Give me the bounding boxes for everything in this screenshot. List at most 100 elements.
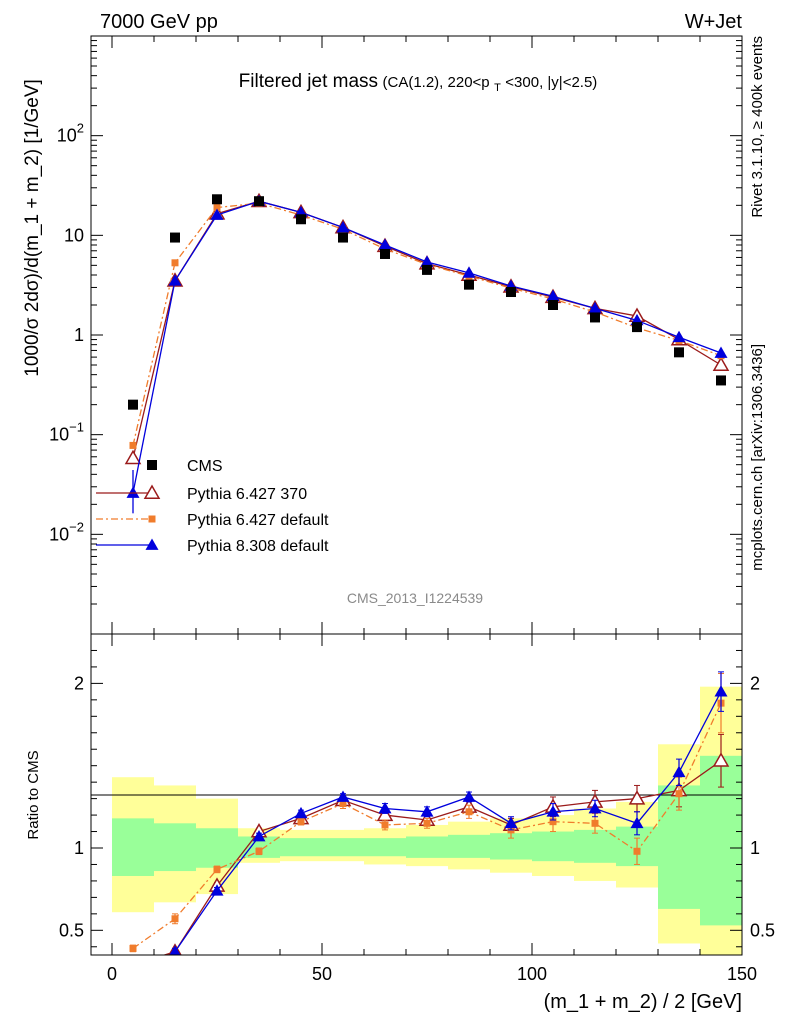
main-point bbox=[506, 287, 516, 298]
ratio-uncertainty-bands bbox=[112, 686, 742, 955]
x-tick-label: 0 bbox=[107, 964, 117, 984]
tick-exponent: 2 bbox=[77, 121, 84, 136]
legend-label: CMS bbox=[187, 458, 223, 475]
legend-marker bbox=[143, 484, 161, 499]
main-plot-ticks bbox=[91, 36, 743, 635]
ratio-point bbox=[169, 945, 181, 955]
ratio-plot-frame bbox=[90, 633, 743, 956]
x-tick-label: 150 bbox=[727, 964, 757, 984]
main-point bbox=[462, 266, 476, 278]
x-axis-label: (m_1 + m_2) / 2 [GeV] bbox=[544, 991, 742, 1013]
ratio-point bbox=[633, 847, 641, 855]
ratio-point bbox=[714, 685, 728, 697]
main-y-label: 1000/σ 2dσ)/d(m_1 + m_2) [1/GeV] bbox=[22, 79, 43, 377]
band-inner bbox=[112, 818, 154, 876]
main-point bbox=[716, 375, 726, 386]
main-point bbox=[170, 232, 180, 243]
ratio-point bbox=[210, 884, 224, 896]
tick-mantissa: 1 bbox=[74, 325, 84, 345]
ratio-point bbox=[294, 806, 308, 819]
ratio-point bbox=[420, 805, 434, 817]
main-plot-series bbox=[124, 192, 730, 514]
ratio-point bbox=[549, 818, 557, 826]
ratio-point bbox=[129, 944, 137, 952]
ratio-point bbox=[127, 985, 140, 996]
ratio-point bbox=[546, 805, 560, 817]
ratio-y-tick-label: 0.5 bbox=[59, 920, 84, 940]
band-inner bbox=[196, 828, 238, 868]
ratio-plot-series bbox=[126, 671, 730, 996]
header-left: 7000 GeV pp bbox=[100, 11, 218, 33]
tick-mantissa: 10 bbox=[64, 225, 84, 245]
ratio-point bbox=[630, 816, 644, 829]
ratio-point bbox=[126, 958, 140, 970]
band-inner bbox=[574, 829, 616, 863]
ratio-point bbox=[213, 865, 221, 873]
main-point bbox=[213, 204, 221, 212]
ratio-point bbox=[297, 818, 305, 826]
main-point bbox=[168, 274, 182, 286]
main-y-tick-label: 10 bbox=[64, 225, 84, 245]
tick-mantissa: 10 bbox=[49, 524, 69, 544]
main-point bbox=[672, 330, 686, 343]
ratio-point bbox=[675, 790, 683, 798]
main-point bbox=[378, 238, 392, 250]
legend-marker bbox=[145, 538, 159, 550]
main-title: Filtered jet mass (CA(1.2), 220<p T <300… bbox=[239, 71, 598, 94]
x-tick-label: 100 bbox=[517, 964, 547, 984]
ratio-plot: 0.5 0.5 1 1 2 2 0 50 100 150 Ratio to CMS (m_1 +… bbox=[25, 633, 775, 1013]
ratio-point bbox=[423, 819, 431, 827]
ratio-point bbox=[252, 829, 266, 842]
ratio-point bbox=[591, 819, 599, 827]
band-inner bbox=[238, 836, 280, 858]
main-point bbox=[336, 220, 350, 233]
tick-exponent: −2 bbox=[69, 519, 84, 534]
main-point bbox=[546, 289, 560, 302]
ratio-point bbox=[465, 808, 473, 816]
watermark: CMS_2013_I1224539 bbox=[347, 590, 483, 606]
main-point bbox=[674, 347, 684, 358]
main-point bbox=[712, 356, 730, 372]
main-point bbox=[464, 279, 474, 290]
ratio-point bbox=[336, 790, 350, 802]
main-point bbox=[632, 322, 642, 333]
band-inner bbox=[406, 836, 448, 858]
legend: CMS Pythia 6.427 370 Pythia 6.427 default P… bbox=[96, 458, 329, 555]
ratio-y-tick-labels: 0.5 0.5 1 1 2 2 bbox=[59, 673, 775, 940]
main-point bbox=[590, 312, 600, 323]
ratio-point bbox=[171, 915, 179, 923]
band-inner bbox=[322, 838, 364, 857]
main-point bbox=[171, 259, 179, 267]
ratio-y-tick-label: 2 bbox=[74, 673, 84, 693]
band-inner bbox=[448, 834, 490, 858]
main-y-tick-label: 10−1 bbox=[49, 420, 84, 445]
ratio-point bbox=[588, 801, 602, 814]
ratio-point bbox=[672, 765, 686, 778]
main-y-tick-label: 10−2 bbox=[49, 519, 84, 544]
band-inner bbox=[154, 823, 196, 872]
legend-label: Pythia 6.427 370 bbox=[187, 486, 307, 503]
mcplots-label: mcplots.cern.ch [arXiv:1306.3436] bbox=[749, 344, 766, 571]
ratio-plot-ticks bbox=[91, 634, 743, 955]
ratio-point bbox=[378, 801, 392, 814]
main-y-tick-label: 102 bbox=[57, 121, 84, 146]
main-y-tick-label: 1 bbox=[74, 325, 84, 345]
main-point bbox=[380, 248, 390, 259]
main-point bbox=[210, 208, 224, 220]
main-point bbox=[129, 441, 137, 449]
legend-label: Pythia 6.427 default bbox=[187, 512, 329, 529]
ratio-point bbox=[462, 790, 476, 802]
band-inner bbox=[280, 838, 322, 857]
main-point bbox=[714, 346, 728, 358]
legend-marker bbox=[148, 515, 156, 523]
main-point bbox=[588, 301, 602, 314]
tick-exponent: −1 bbox=[69, 420, 84, 435]
ratio-y-label: Ratio to CMS bbox=[25, 750, 42, 839]
main-point bbox=[420, 255, 434, 267]
ratio-y-tick-label-right: 0.5 bbox=[750, 920, 775, 940]
main-point bbox=[296, 214, 306, 225]
main-point bbox=[548, 299, 558, 310]
